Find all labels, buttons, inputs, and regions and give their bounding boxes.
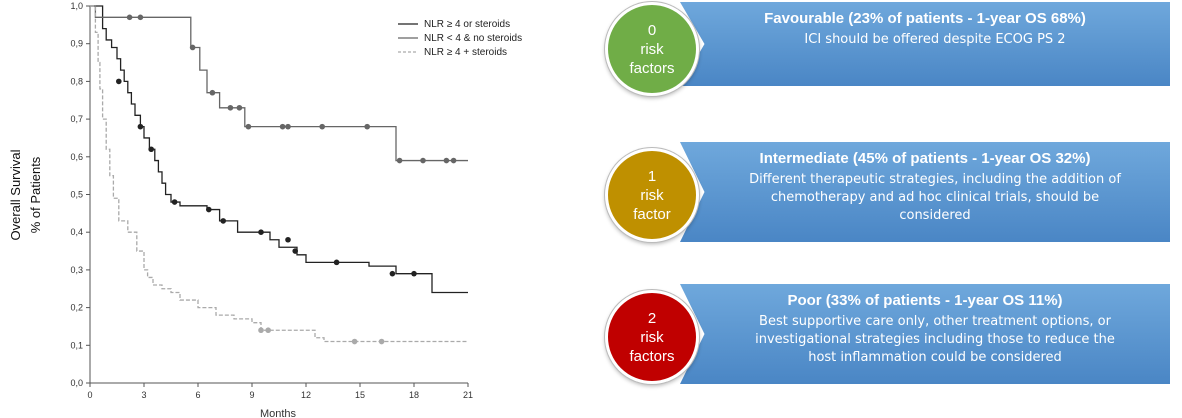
risk-description: Different therapeutic strategies, includ…	[749, 172, 1121, 223]
censor-mark	[420, 157, 426, 164]
censor-mark	[171, 199, 178, 205]
censor-mark	[265, 327, 272, 334]
censor-mark	[245, 123, 252, 130]
y-tick-label: 0,0	[70, 378, 83, 388]
censor-mark	[137, 123, 144, 130]
risk-group-intermediate: Intermediate (45% of patients - 1-year O…	[600, 140, 1170, 242]
risk-count: 1	[647, 167, 657, 185]
y-tick-label: 0,5	[70, 190, 83, 200]
censor-mark	[351, 338, 358, 345]
risk-description: ICI should be offered despite ECOG PS 2	[804, 32, 1066, 47]
y-axis-label-line1: Overall Survival	[8, 149, 23, 240]
x-tick-label: 9	[249, 390, 254, 400]
censor-mark	[389, 270, 396, 277]
censor-mark	[220, 218, 226, 224]
censor-mark	[189, 44, 196, 51]
censor-mark	[450, 157, 457, 164]
risk-count-label: risk	[640, 328, 664, 346]
y-tick-label: 0,6	[70, 152, 83, 162]
censor-mark	[258, 229, 264, 235]
legend-label: NLR < 4 & no steroids	[424, 33, 522, 44]
y-tick-label: 0,7	[70, 114, 83, 124]
censor-mark	[236, 104, 243, 111]
censor-mark	[333, 259, 340, 266]
risk-count: 0	[647, 21, 657, 39]
risk-factor-circle: 0 risk factors	[605, 2, 699, 96]
x-tick-label: 0	[87, 390, 92, 400]
x-tick-label: 18	[409, 390, 419, 400]
risk-count-label2: factors	[629, 59, 675, 77]
censor-mark	[116, 78, 122, 85]
series-line-3	[90, 5, 468, 343]
censor-mark	[137, 14, 144, 21]
censor-mark	[279, 123, 286, 130]
censor-mark	[292, 248, 299, 254]
y-tick-label: 0,1	[70, 340, 83, 350]
risk-group-favourable: Favourable (23% of patients - 1-year OS …	[600, 0, 1170, 100]
series-line-1	[90, 5, 468, 294]
y-tick-label: 0,3	[70, 265, 83, 275]
y-axis-label-line2: % of Patients	[28, 156, 43, 233]
risk-description: Best supportive care only, other treatme…	[755, 314, 1115, 365]
y-tick-label: 0,2	[70, 303, 83, 313]
risk-factor-circle: 2 risk factors	[605, 290, 699, 384]
censor-mark	[285, 123, 291, 130]
risk-title: Intermediate (45% of patients - 1-year O…	[759, 150, 1091, 167]
risk-count-label: risk	[640, 40, 664, 58]
censor-mark	[258, 327, 264, 334]
y-tick-label: 0,9	[70, 39, 83, 49]
risk-banner-favourable: Favourable (23% of patients - 1-year OS …	[680, 2, 1170, 86]
survival-chart: 0,0 0,1 0,2 0,3 0,4 0,5 0,6 0,7 0,8 0,9 1,0 0 3 6 9 12 1…	[8, 1, 522, 418]
risk-factor-circle: 1 risk factor	[605, 148, 699, 242]
risk-count-label2: factor	[633, 205, 671, 223]
risk-count: 2	[647, 309, 657, 327]
x-tick-label: 15	[355, 390, 365, 400]
censor-mark	[206, 206, 212, 213]
censor-mark	[285, 236, 291, 243]
x-tick-label: 6	[195, 390, 200, 400]
y-tick-label: 1,0	[70, 1, 83, 11]
y-tick-label: 0,8	[70, 76, 83, 86]
risk-count-label2: factors	[629, 347, 675, 365]
censor-mark	[396, 157, 403, 164]
x-tick-label: 12	[301, 390, 311, 400]
censor-mark	[126, 14, 133, 21]
risk-banner-intermediate: Intermediate (45% of patients - 1-year O…	[680, 142, 1170, 242]
legend-label: NLR ≥ 4 or steroids	[424, 19, 510, 30]
censor-mark	[319, 123, 326, 130]
risk-count-label: risk	[640, 186, 664, 204]
censor-mark	[227, 104, 234, 111]
censor-mark	[411, 270, 417, 277]
risk-title: Favourable (23% of patients - 1-year OS …	[764, 10, 1086, 27]
y-tick-label: 0,4	[70, 227, 83, 237]
censor-mark	[209, 89, 216, 96]
censor-mark	[148, 146, 154, 153]
censor-mark	[378, 338, 385, 345]
legend-label: NLR ≥ 4 + steroids	[424, 47, 507, 58]
risk-title: Poor (33% of patients - 1-year OS 11%)	[787, 292, 1063, 309]
risk-banner-poor: Poor (33% of patients - 1-year OS 11%) B…	[680, 284, 1170, 384]
x-axis-label: Months	[260, 408, 297, 418]
x-tick-label: 3	[141, 390, 146, 400]
censor-mark	[364, 123, 371, 130]
x-tick-label: 21	[463, 390, 473, 400]
risk-group-poor: Poor (33% of patients - 1-year OS 11%) B…	[600, 284, 1170, 384]
censor-mark	[443, 157, 450, 164]
